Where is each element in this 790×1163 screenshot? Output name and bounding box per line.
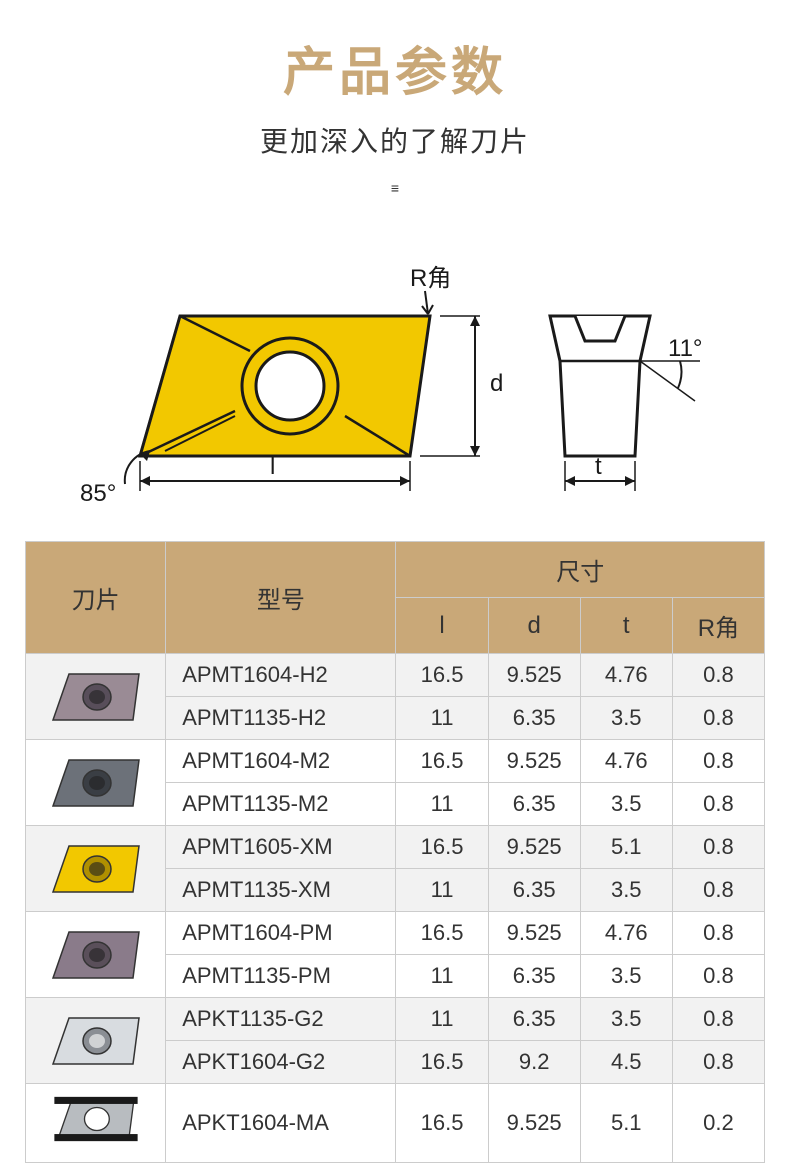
cell-model: APKT1604-G2 [166,1041,396,1084]
cell-r: 0.8 [672,869,764,912]
col-model: 型号 [166,542,396,654]
spec-table: 刀片型号尺寸ldtR角 APMT1604-H216.59.5254.760.8A… [25,541,765,1163]
cell-r: 0.2 [672,1084,764,1163]
col-d: d [488,598,580,654]
technical-diagram: R角 d l 85° t 11° [80,256,710,511]
insert-image-cell [26,998,166,1084]
cell-t: 3.5 [580,955,672,998]
cell-r: 0.8 [672,912,764,955]
cell-r: 0.8 [672,1041,764,1084]
insert-thumbnail [41,834,151,904]
cell-t: 5.1 [580,1084,672,1163]
cell-model: APMT1604-PM [166,912,396,955]
cell-t: 5.1 [580,826,672,869]
cell-d: 9.525 [488,912,580,955]
cell-d: 6.35 [488,955,580,998]
col-blade: 刀片 [26,542,166,654]
insert-thumbnail [41,662,151,732]
col-l: l [396,598,488,654]
cell-l: 11 [396,869,488,912]
insert-thumbnail [41,920,151,990]
cell-r: 0.8 [672,955,764,998]
cell-l: 11 [396,955,488,998]
table-row: APMT1604-PM16.59.5254.760.8 [26,912,765,955]
cell-t: 4.76 [580,654,672,697]
cell-model: APMT1135-H2 [166,697,396,740]
label-t: t [595,453,602,480]
cell-t: 4.76 [580,740,672,783]
cell-l: 16.5 [396,912,488,955]
insert-image-cell [26,1084,166,1163]
table-row: APKT1135-G2116.353.50.8 [26,998,765,1041]
table-row: APKT1604-MA16.59.5255.10.2 [26,1084,765,1163]
cell-d: 6.35 [488,783,580,826]
col-r: R角 [672,598,764,654]
cell-t: 4.76 [580,912,672,955]
col-t: t [580,598,672,654]
cell-r: 0.8 [672,654,764,697]
col-size: 尺寸 [396,542,765,598]
cell-l: 11 [396,783,488,826]
label-r-corner: R角 [410,265,451,292]
cell-model: APKT1135-G2 [166,998,396,1041]
cell-l: 16.5 [396,1041,488,1084]
cell-model: APMT1135-M2 [166,783,396,826]
insert-image-cell [26,740,166,826]
cell-model: APMT1135-PM [166,955,396,998]
cell-l: 16.5 [396,1084,488,1163]
cell-r: 0.8 [672,697,764,740]
insert-thumbnail [41,1088,151,1158]
page-subtitle: 更加深入的了解刀片 [0,120,790,160]
cell-d: 6.35 [488,998,580,1041]
table-row: APMT1605-XM16.59.5255.10.8 [26,826,765,869]
cell-model: APMT1604-M2 [166,740,396,783]
insert-image-cell [26,912,166,998]
label-85deg: 85° [80,480,116,506]
insert-image-cell [26,826,166,912]
label-l: l [270,453,275,480]
cell-d: 9.525 [488,654,580,697]
cell-r: 0.8 [672,783,764,826]
cell-d: 9.525 [488,1084,580,1163]
divider-icon: ≡ [0,180,790,196]
cell-d: 9.2 [488,1041,580,1084]
cell-t: 3.5 [580,697,672,740]
cell-l: 16.5 [396,826,488,869]
cell-d: 6.35 [488,697,580,740]
cell-t: 3.5 [580,998,672,1041]
insert-thumbnail [41,1006,151,1076]
cell-model: APKT1604-MA [166,1084,396,1163]
insert-image-cell [26,654,166,740]
cell-model: APMT1605-XM [166,826,396,869]
cell-d: 9.525 [488,826,580,869]
table-row: APMT1604-H216.59.5254.760.8 [26,654,765,697]
label-d: d [490,370,503,397]
cell-t: 3.5 [580,869,672,912]
cell-r: 0.8 [672,740,764,783]
cell-t: 4.5 [580,1041,672,1084]
cell-t: 3.5 [580,783,672,826]
cell-l: 11 [396,998,488,1041]
page-title: 产品参数 [0,30,790,105]
cell-model: APMT1135-XM [166,869,396,912]
table-row: APMT1604-M216.59.5254.760.8 [26,740,765,783]
cell-l: 11 [396,697,488,740]
cell-r: 0.8 [672,826,764,869]
cell-l: 16.5 [396,654,488,697]
cell-d: 9.525 [488,740,580,783]
insert-thumbnail [41,748,151,818]
cell-l: 16.5 [396,740,488,783]
cell-r: 0.8 [672,998,764,1041]
label-11deg: 11° [668,335,703,362]
cell-model: APMT1604-H2 [166,654,396,697]
cell-d: 6.35 [488,869,580,912]
